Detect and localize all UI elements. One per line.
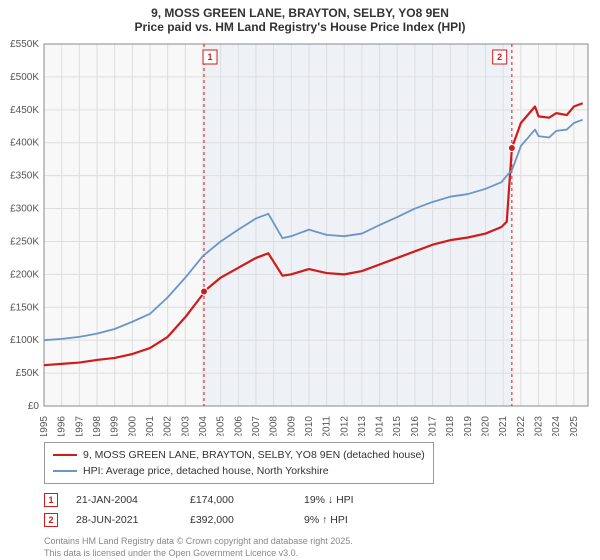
footnote-line-1: Contains HM Land Registry data © Crown c… <box>44 536 600 548</box>
marker-table: 1 21-JAN-2004 £174,000 19% ↓ HPI 2 28-JU… <box>44 490 600 530</box>
svg-text:2025: 2025 <box>569 416 580 436</box>
svg-text:2019: 2019 <box>463 416 474 436</box>
svg-text:2015: 2015 <box>392 416 403 436</box>
svg-text:1997: 1997 <box>74 416 85 436</box>
svg-text:2024: 2024 <box>551 416 562 436</box>
svg-text:£150K: £150K <box>10 302 39 313</box>
svg-text:1: 1 <box>208 52 213 62</box>
title-line-1: 9, MOSS GREEN LANE, BRAYTON, SELBY, YO8 … <box>0 6 600 20</box>
line-chart-svg: £0 £50K £100K £150K £200K £250K £300K £350K £400… <box>0 36 600 436</box>
marker-date: 21-JAN-2004 <box>76 494 172 506</box>
svg-text:2020: 2020 <box>481 416 492 436</box>
marker-delta: 19% ↓ HPI <box>304 494 400 506</box>
svg-text:£450K: £450K <box>10 105 39 116</box>
svg-text:2014: 2014 <box>375 416 386 436</box>
svg-text:1998: 1998 <box>92 416 103 436</box>
svg-text:2: 2 <box>497 52 502 62</box>
svg-text:2012: 2012 <box>339 416 350 436</box>
chart-area: £0 £50K £100K £150K £200K £250K £300K £350K £400… <box>0 36 600 436</box>
svg-text:£50K: £50K <box>16 368 40 379</box>
svg-text:2000: 2000 <box>127 416 138 436</box>
footnote-line-2: This data is licensed under the Open Gov… <box>44 548 600 560</box>
legend-swatch <box>53 470 77 472</box>
svg-text:2016: 2016 <box>410 416 421 436</box>
svg-text:£550K: £550K <box>10 39 39 50</box>
marker-delta: 9% ↑ HPI <box>304 514 400 526</box>
svg-text:£400K: £400K <box>10 138 39 149</box>
footnote: Contains HM Land Registry data © Crown c… <box>44 536 600 559</box>
svg-text:2007: 2007 <box>251 416 262 436</box>
svg-text:2004: 2004 <box>198 416 209 436</box>
legend: 9, MOSS GREEN LANE, BRAYTON, SELBY, YO8 … <box>44 442 434 484</box>
svg-text:£300K: £300K <box>10 204 39 215</box>
svg-text:2011: 2011 <box>322 416 333 436</box>
svg-text:2008: 2008 <box>269 416 280 436</box>
svg-text:2022: 2022 <box>516 416 527 436</box>
marker-badge: 1 <box>44 493 58 507</box>
svg-text:£200K: £200K <box>10 269 39 280</box>
svg-text:2006: 2006 <box>233 416 244 436</box>
svg-text:2005: 2005 <box>216 416 227 436</box>
svg-text:1995: 1995 <box>39 416 50 436</box>
marker-row-1: 1 21-JAN-2004 £174,000 19% ↓ HPI <box>44 490 600 510</box>
marker-price: £174,000 <box>190 494 286 506</box>
svg-text:2001: 2001 <box>145 416 156 436</box>
marker-badge: 2 <box>44 513 58 527</box>
marker-date: 28-JUN-2021 <box>76 514 172 526</box>
svg-text:2010: 2010 <box>304 416 315 436</box>
svg-text:2018: 2018 <box>445 416 456 436</box>
legend-swatch <box>53 454 77 457</box>
title-line-2: Price paid vs. HM Land Registry's House … <box>0 20 600 34</box>
svg-text:2023: 2023 <box>534 416 545 436</box>
svg-text:2013: 2013 <box>357 416 368 436</box>
chart-container: 9, MOSS GREEN LANE, BRAYTON, SELBY, YO8 … <box>0 0 600 560</box>
svg-text:£500K: £500K <box>10 72 39 83</box>
svg-text:£100K: £100K <box>10 335 39 346</box>
svg-text:2003: 2003 <box>180 416 191 436</box>
svg-text:£350K: £350K <box>10 171 39 182</box>
legend-item-hpi: HPI: Average price, detached house, Nort… <box>53 463 425 479</box>
marker-row-2: 2 28-JUN-2021 £392,000 9% ↑ HPI <box>44 510 600 530</box>
marker-price: £392,000 <box>190 514 286 526</box>
svg-text:1996: 1996 <box>57 416 68 436</box>
svg-text:1999: 1999 <box>110 416 121 436</box>
legend-label: 9, MOSS GREEN LANE, BRAYTON, SELBY, YO8 … <box>83 449 425 461</box>
svg-text:2002: 2002 <box>163 416 174 436</box>
svg-text:£0: £0 <box>28 401 40 412</box>
legend-label: HPI: Average price, detached house, Nort… <box>83 465 329 477</box>
svg-text:£250K: £250K <box>10 236 39 247</box>
svg-text:2009: 2009 <box>286 416 297 436</box>
title-block: 9, MOSS GREEN LANE, BRAYTON, SELBY, YO8 … <box>0 0 600 36</box>
svg-text:2021: 2021 <box>498 416 509 436</box>
svg-text:2017: 2017 <box>428 416 439 436</box>
legend-item-price-paid: 9, MOSS GREEN LANE, BRAYTON, SELBY, YO8 … <box>53 447 425 463</box>
